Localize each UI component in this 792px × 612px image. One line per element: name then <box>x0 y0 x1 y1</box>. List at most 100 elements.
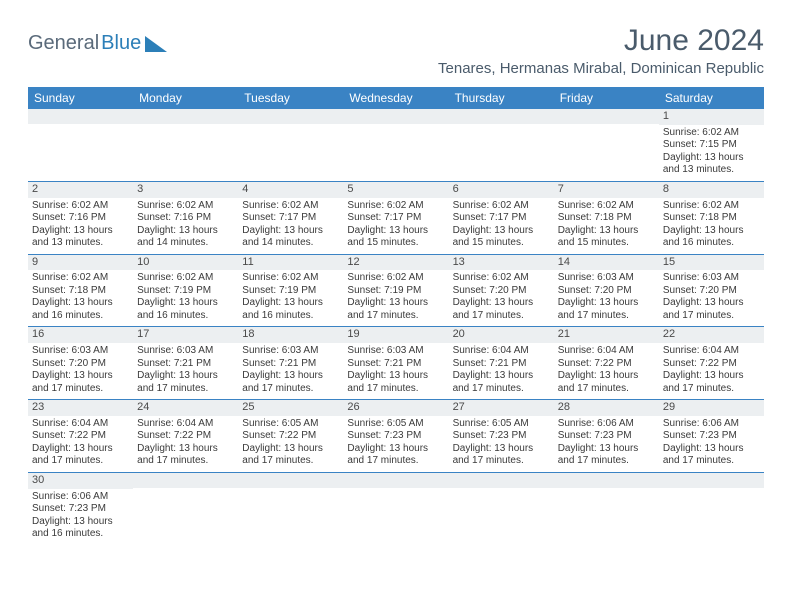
day-number: 9 <box>28 255 133 271</box>
day-number <box>238 109 343 124</box>
day-detail-line: Daylight: 13 hours and 17 minutes. <box>663 443 760 468</box>
calendar-day-empty <box>343 473 448 545</box>
calendar-week: 23Sunrise: 6:04 AMSunset: 7:22 PMDayligh… <box>28 400 764 473</box>
weekday-header: Monday <box>133 87 238 109</box>
day-number: 26 <box>343 400 448 416</box>
day-number: 12 <box>343 255 448 271</box>
day-detail-line: Sunset: 7:22 PM <box>663 358 760 371</box>
day-detail-line: Sunset: 7:21 PM <box>453 358 550 371</box>
day-number: 21 <box>554 327 659 343</box>
logo-text-2: Blue <box>101 32 141 55</box>
calendar-day-empty <box>238 473 343 545</box>
day-detail-line: Sunset: 7:18 PM <box>663 212 760 225</box>
month-title: June 2024 <box>438 24 764 58</box>
weekday-header: Wednesday <box>343 87 448 109</box>
day-number: 10 <box>133 255 238 271</box>
day-number: 14 <box>554 255 659 271</box>
calendar-day: 10Sunrise: 6:02 AMSunset: 7:19 PMDayligh… <box>133 255 238 327</box>
calendar-week: 16Sunrise: 6:03 AMSunset: 7:20 PMDayligh… <box>28 327 764 400</box>
calendar-day: 30Sunrise: 6:06 AMSunset: 7:23 PMDayligh… <box>28 473 133 545</box>
day-detail-line: Daylight: 13 hours and 17 minutes. <box>558 297 655 322</box>
day-detail-line: Sunset: 7:22 PM <box>558 358 655 371</box>
calendar-day: 4Sunrise: 6:02 AMSunset: 7:17 PMDaylight… <box>238 182 343 254</box>
calendar-day: 18Sunrise: 6:03 AMSunset: 7:21 PMDayligh… <box>238 327 343 399</box>
calendar-day: 12Sunrise: 6:02 AMSunset: 7:19 PMDayligh… <box>343 255 448 327</box>
calendar-day-empty <box>554 473 659 545</box>
day-number: 28 <box>554 400 659 416</box>
day-detail-line: Sunrise: 6:03 AM <box>242 345 339 358</box>
calendar-day: 19Sunrise: 6:03 AMSunset: 7:21 PMDayligh… <box>343 327 448 399</box>
calendar-day-empty <box>343 109 448 181</box>
logo: GeneralBlue <box>28 32 167 55</box>
logo-text-1: General <box>28 32 99 55</box>
day-detail-line: Sunset: 7:19 PM <box>242 285 339 298</box>
calendar-day: 29Sunrise: 6:06 AMSunset: 7:23 PMDayligh… <box>659 400 764 472</box>
calendar-day: 7Sunrise: 6:02 AMSunset: 7:18 PMDaylight… <box>554 182 659 254</box>
day-detail-line: Sunrise: 6:02 AM <box>347 272 444 285</box>
day-detail-line: Sunset: 7:23 PM <box>453 430 550 443</box>
day-detail-line: Daylight: 13 hours and 17 minutes. <box>137 443 234 468</box>
day-detail-line: Sunset: 7:17 PM <box>453 212 550 225</box>
calendar-week: 1Sunrise: 6:02 AMSunset: 7:15 PMDaylight… <box>28 109 764 182</box>
day-detail-line: Daylight: 13 hours and 13 minutes. <box>663 152 760 177</box>
day-number: 5 <box>343 182 448 198</box>
day-number: 7 <box>554 182 659 198</box>
day-detail-line: Daylight: 13 hours and 17 minutes. <box>32 443 129 468</box>
day-number: 22 <box>659 327 764 343</box>
day-detail-line: Daylight: 13 hours and 17 minutes. <box>347 443 444 468</box>
calendar-day: 17Sunrise: 6:03 AMSunset: 7:21 PMDayligh… <box>133 327 238 399</box>
day-detail-line: Sunrise: 6:03 AM <box>137 345 234 358</box>
day-detail-line: Sunrise: 6:02 AM <box>663 127 760 140</box>
day-detail-line: Daylight: 13 hours and 17 minutes. <box>242 370 339 395</box>
calendar-day: 9Sunrise: 6:02 AMSunset: 7:18 PMDaylight… <box>28 255 133 327</box>
header: GeneralBlue June 2024 Tenares, Hermanas … <box>28 24 764 77</box>
day-detail-line: Daylight: 13 hours and 15 minutes. <box>347 225 444 250</box>
day-detail-line: Daylight: 13 hours and 16 minutes. <box>663 225 760 250</box>
day-detail-line: Sunset: 7:17 PM <box>347 212 444 225</box>
day-detail-line: Sunset: 7:21 PM <box>347 358 444 371</box>
day-detail-line: Daylight: 13 hours and 17 minutes. <box>558 370 655 395</box>
calendar-day: 22Sunrise: 6:04 AMSunset: 7:22 PMDayligh… <box>659 327 764 399</box>
calendar-day: 21Sunrise: 6:04 AMSunset: 7:22 PMDayligh… <box>554 327 659 399</box>
day-detail-line: Daylight: 13 hours and 17 minutes. <box>32 370 129 395</box>
day-number: 2 <box>28 182 133 198</box>
day-detail-line: Sunset: 7:20 PM <box>453 285 550 298</box>
calendar-day: 23Sunrise: 6:04 AMSunset: 7:22 PMDayligh… <box>28 400 133 472</box>
day-detail-line: Sunset: 7:22 PM <box>137 430 234 443</box>
day-detail-line: Daylight: 13 hours and 16 minutes. <box>32 516 129 541</box>
day-number: 13 <box>449 255 554 271</box>
calendar-day-empty <box>238 109 343 181</box>
day-detail-line: Sunrise: 6:02 AM <box>32 200 129 213</box>
day-number <box>133 109 238 124</box>
day-detail-line: Daylight: 13 hours and 17 minutes. <box>347 370 444 395</box>
day-number: 1 <box>659 109 764 125</box>
calendar-day: 6Sunrise: 6:02 AMSunset: 7:17 PMDaylight… <box>449 182 554 254</box>
day-number <box>659 473 764 488</box>
day-detail-line: Daylight: 13 hours and 13 minutes. <box>32 225 129 250</box>
day-detail-line: Sunset: 7:23 PM <box>347 430 444 443</box>
calendar-day: 28Sunrise: 6:06 AMSunset: 7:23 PMDayligh… <box>554 400 659 472</box>
day-detail-line: Sunset: 7:21 PM <box>137 358 234 371</box>
day-detail-line: Sunset: 7:18 PM <box>32 285 129 298</box>
calendar-day: 8Sunrise: 6:02 AMSunset: 7:18 PMDaylight… <box>659 182 764 254</box>
day-number <box>343 109 448 124</box>
calendar-day: 2Sunrise: 6:02 AMSunset: 7:16 PMDaylight… <box>28 182 133 254</box>
day-number <box>343 473 448 488</box>
calendar-day: 25Sunrise: 6:05 AMSunset: 7:22 PMDayligh… <box>238 400 343 472</box>
day-number <box>238 473 343 488</box>
day-detail-line: Daylight: 13 hours and 14 minutes. <box>137 225 234 250</box>
day-detail-line: Daylight: 13 hours and 17 minutes. <box>453 370 550 395</box>
day-detail-line: Sunrise: 6:04 AM <box>32 418 129 431</box>
day-detail-line: Daylight: 13 hours and 17 minutes. <box>242 443 339 468</box>
day-detail-line: Sunrise: 6:06 AM <box>32 491 129 504</box>
calendar-day: 26Sunrise: 6:05 AMSunset: 7:23 PMDayligh… <box>343 400 448 472</box>
day-detail-line: Sunset: 7:22 PM <box>32 430 129 443</box>
calendar-day: 16Sunrise: 6:03 AMSunset: 7:20 PMDayligh… <box>28 327 133 399</box>
calendar-weeks: 1Sunrise: 6:02 AMSunset: 7:15 PMDaylight… <box>28 109 764 545</box>
day-detail-line: Sunrise: 6:02 AM <box>663 200 760 213</box>
day-detail-line: Daylight: 13 hours and 17 minutes. <box>347 297 444 322</box>
day-detail-line: Sunset: 7:18 PM <box>558 212 655 225</box>
day-detail-line: Sunrise: 6:04 AM <box>453 345 550 358</box>
day-detail-line: Sunrise: 6:03 AM <box>347 345 444 358</box>
day-number: 24 <box>133 400 238 416</box>
